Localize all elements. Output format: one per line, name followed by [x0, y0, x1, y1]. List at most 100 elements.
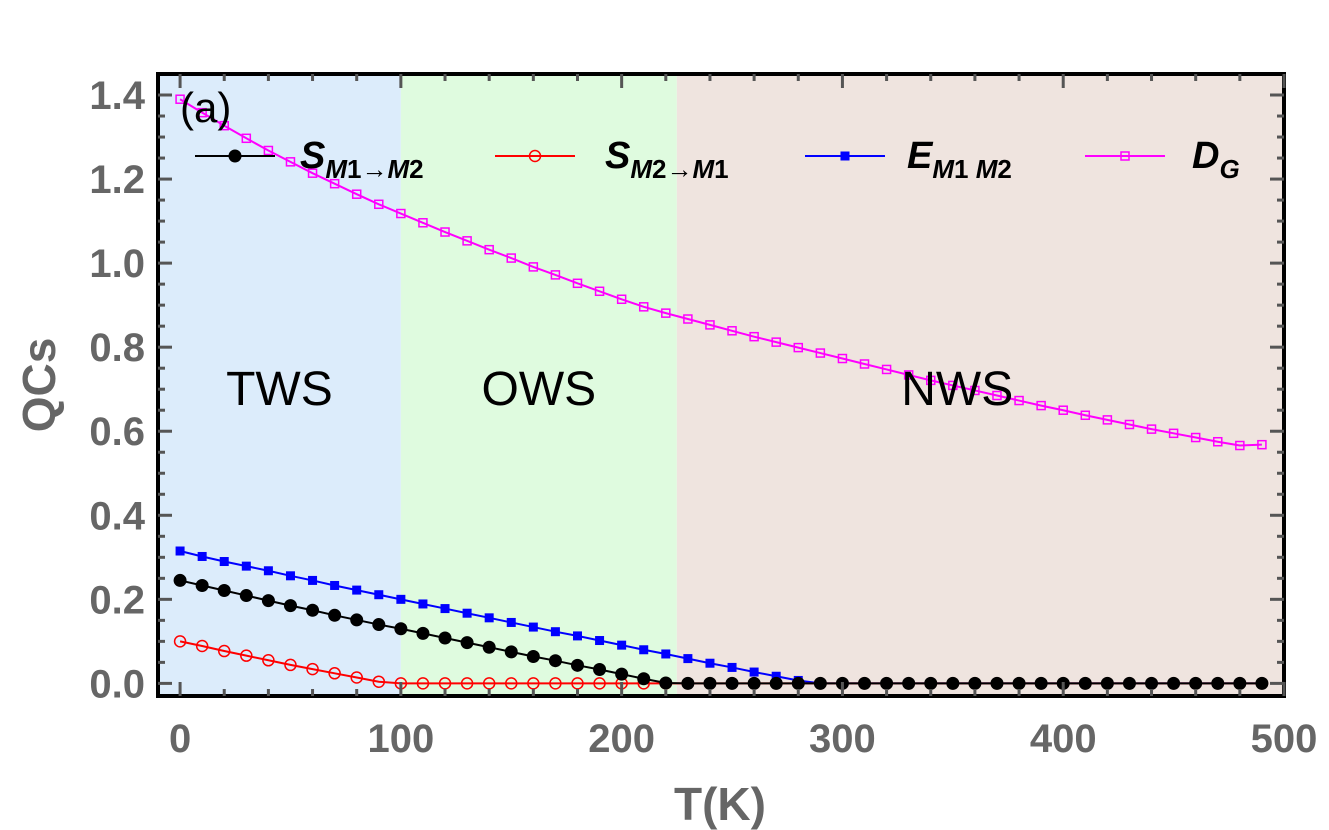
panel-label: (a): [180, 84, 231, 131]
series-0-point: [924, 676, 938, 690]
series-3-point: [859, 359, 870, 369]
region-labels: TWS OWS NWS: [226, 363, 1013, 416]
series-1-point: [328, 667, 341, 680]
series-1-point: [505, 677, 518, 690]
series-0-point: [217, 584, 231, 598]
series-3-point: [197, 107, 207, 118]
y-tick-label: 1.0: [89, 242, 145, 286]
series-2-point: [749, 667, 759, 677]
series-3-point: [307, 168, 318, 178]
x-tick-label: 200: [588, 717, 655, 761]
series-0-point: [725, 676, 739, 690]
series-3-point: [329, 178, 340, 189]
legend-swatch-marker: [1120, 151, 1130, 161]
series-1-point: [195, 639, 209, 653]
y-axis-label: QCs: [13, 338, 65, 433]
series-1-point: [240, 649, 253, 662]
series-1-point: [593, 677, 606, 690]
series-3-point: [705, 320, 715, 330]
series-2-point: [771, 671, 781, 681]
series-0-point: [615, 667, 629, 681]
series-0-point: [1122, 676, 1136, 690]
series-0-point: [239, 589, 253, 603]
y-tick-label: 0.8: [89, 326, 145, 370]
legend-label-subscript: M: [932, 154, 955, 184]
series-3-point: [1080, 410, 1091, 421]
series-2-point: [727, 662, 737, 672]
tick-labels: 0 100 200 300 400 500 0.0 0.2 0.4 0.6 0.8 1.0 1.2 1.4: [89, 74, 1317, 761]
legend-swatch-marker: [840, 151, 850, 161]
series-0-point: [460, 636, 474, 650]
series-3-point: [1257, 439, 1267, 450]
series-3-point: [1146, 424, 1157, 434]
y-tick-label: 0.2: [89, 578, 145, 622]
series-2-point: [462, 608, 472, 618]
legend-label-subscript: 2: [652, 154, 666, 184]
series-2-point: [683, 654, 693, 664]
legend-label-main: S: [300, 135, 325, 177]
series-1-point: [217, 644, 231, 658]
series-0-point: [858, 676, 872, 690]
series-3-point: [1014, 395, 1024, 406]
legend-label-subscript: 1: [347, 154, 361, 184]
series-2-point: [528, 622, 538, 632]
x-tick-label: 500: [1251, 717, 1318, 761]
legend-label-main: S: [605, 135, 630, 177]
legend-label-main: D: [1192, 135, 1219, 177]
series-0: [173, 573, 1269, 690]
series-0-point: [791, 676, 805, 690]
axis-ticks: [158, 74, 1286, 696]
series-1-point: [306, 662, 319, 676]
series-3-point: [374, 199, 384, 210]
series-0-point: [946, 676, 960, 690]
series-1-point: [571, 677, 584, 690]
series-3-point: [793, 342, 804, 353]
region-label-ows: OWS: [482, 363, 597, 416]
region-label-nws: NWS: [901, 363, 1013, 416]
series-0-point: [1167, 676, 1181, 690]
series-3-point: [241, 133, 252, 144]
series-0-point: [173, 573, 187, 587]
legend-entry-0: SM1→M2: [195, 135, 424, 184]
x-tick-label: 400: [1030, 717, 1097, 761]
series-0-point: [813, 676, 827, 690]
legend-entry-1: SM2→M1: [495, 135, 729, 184]
series-0-point: [1078, 676, 1092, 690]
region-ows: [400, 74, 677, 696]
series-0-point: [968, 676, 982, 690]
series-2-point: [572, 631, 582, 641]
series-layer: [173, 94, 1269, 690]
series-1-point: [549, 677, 562, 690]
series-3-point: [263, 145, 274, 156]
series-2-point: [440, 604, 450, 614]
legend-entry-3: DG: [1085, 135, 1240, 184]
series-3-point: [550, 270, 561, 280]
series-2-point: [330, 580, 340, 590]
series-0-point: [769, 676, 783, 690]
series-0-point: [1034, 676, 1048, 690]
legend-label-subscript: 2: [409, 154, 423, 184]
series-0-point: [195, 578, 209, 592]
x-tick-label: 100: [367, 717, 434, 761]
series-0-point: [1189, 676, 1203, 690]
series-3-point: [594, 286, 605, 297]
series-3-point: [749, 331, 759, 342]
series-1-point: [460, 677, 474, 690]
series-3-point: [683, 314, 693, 324]
series-3-point: [881, 364, 892, 375]
series-3-point: [903, 370, 914, 380]
legend-label: EM1 M2: [907, 135, 1012, 184]
series-3-point: [1036, 400, 1046, 411]
series-2-point: [308, 575, 318, 585]
series-0-point: [394, 622, 408, 636]
series-3-point: [285, 157, 296, 167]
series-2-point: [418, 599, 428, 609]
series-0-point: [548, 654, 562, 668]
series-3-point: [418, 218, 428, 228]
x-tick-label: 0: [169, 717, 191, 761]
series-3-point: [1168, 428, 1179, 439]
series-2-point: [197, 551, 207, 561]
series-0-point: [526, 649, 540, 663]
y-tick-label: 1.4: [89, 74, 145, 118]
